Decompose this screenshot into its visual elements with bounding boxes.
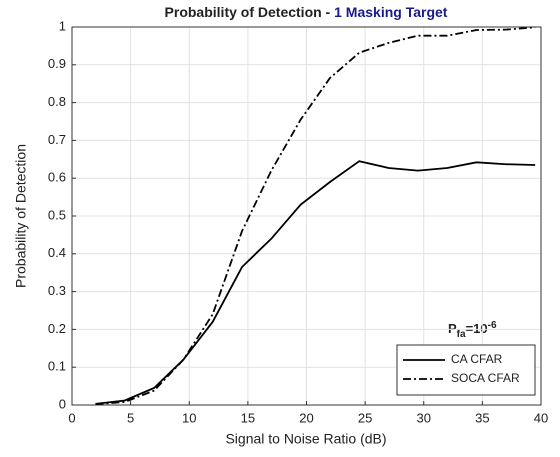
legend-label: CA CFAR <box>451 352 503 366</box>
x-tick-label: 5 <box>127 410 134 425</box>
y-tick-label: 0 <box>59 396 66 411</box>
title-main: Probability of Detection - <box>165 4 331 20</box>
y-tick-label: 0.7 <box>48 132 66 147</box>
y-tick-label: 0.9 <box>48 56 66 71</box>
plot-frame <box>71 26 542 406</box>
y-tick-label: 0.1 <box>48 359 66 374</box>
chart-title: Probability of Detection - 1 Masking Tar… <box>165 4 448 20</box>
title-highlight: 1 Masking Target <box>334 4 448 20</box>
y-axis-label: Probability of Detection <box>13 144 29 288</box>
x-tick-label: 20 <box>299 410 313 425</box>
x-tick-label: 30 <box>417 410 431 425</box>
y-tick-label: 0.2 <box>48 321 66 336</box>
y-tick-label: 0.4 <box>48 245 66 260</box>
y-tick-label: 1 <box>59 18 66 33</box>
x-tick-label: 40 <box>534 410 548 425</box>
annotation-subscript: fa <box>457 329 466 340</box>
y-tick-label: 0.8 <box>48 94 66 109</box>
legend-label: SOCA CFAR <box>451 371 520 385</box>
x-axis-label: Signal to Noise Ratio (dB) <box>225 431 386 447</box>
annotation-superscript: -6 <box>488 320 497 331</box>
legend: CA CFAR SOCA CFAR <box>396 344 536 396</box>
x-tick-label: 0 <box>68 410 75 425</box>
y-tick-label: 0.6 <box>48 170 66 185</box>
x-tick-label: 25 <box>358 410 372 425</box>
data-line <box>95 160 536 405</box>
x-tick-label: 15 <box>241 410 255 425</box>
legend-box <box>396 344 536 396</box>
data-line <box>95 26 536 406</box>
y-tick-label: 0.5 <box>48 207 66 222</box>
y-tick-label: 0.3 <box>48 283 66 298</box>
x-tick-label: 35 <box>475 410 489 425</box>
x-tick-label: 10 <box>182 410 196 425</box>
